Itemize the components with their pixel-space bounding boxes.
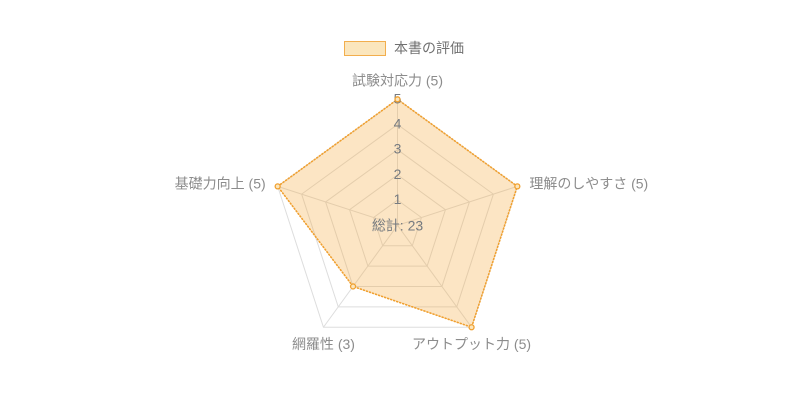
svg-text:理解のしやすさ (5): 理解のしやすさ (5) — [529, 175, 648, 191]
svg-text:3: 3 — [394, 141, 402, 157]
svg-text:アウトプット力 (5): アウトプット力 (5) — [412, 336, 531, 352]
svg-text:1: 1 — [394, 191, 402, 207]
svg-text:網羅性 (3): 網羅性 (3) — [292, 336, 355, 352]
svg-text:総計: 23: 総計: 23 — [372, 217, 424, 233]
svg-text:4: 4 — [394, 116, 402, 132]
svg-text:試験対応力 (5): 試験対応力 (5) — [352, 72, 443, 88]
svg-text:2: 2 — [394, 166, 402, 182]
svg-text:基礎力向上 (5): 基礎力向上 (5) — [175, 175, 266, 191]
